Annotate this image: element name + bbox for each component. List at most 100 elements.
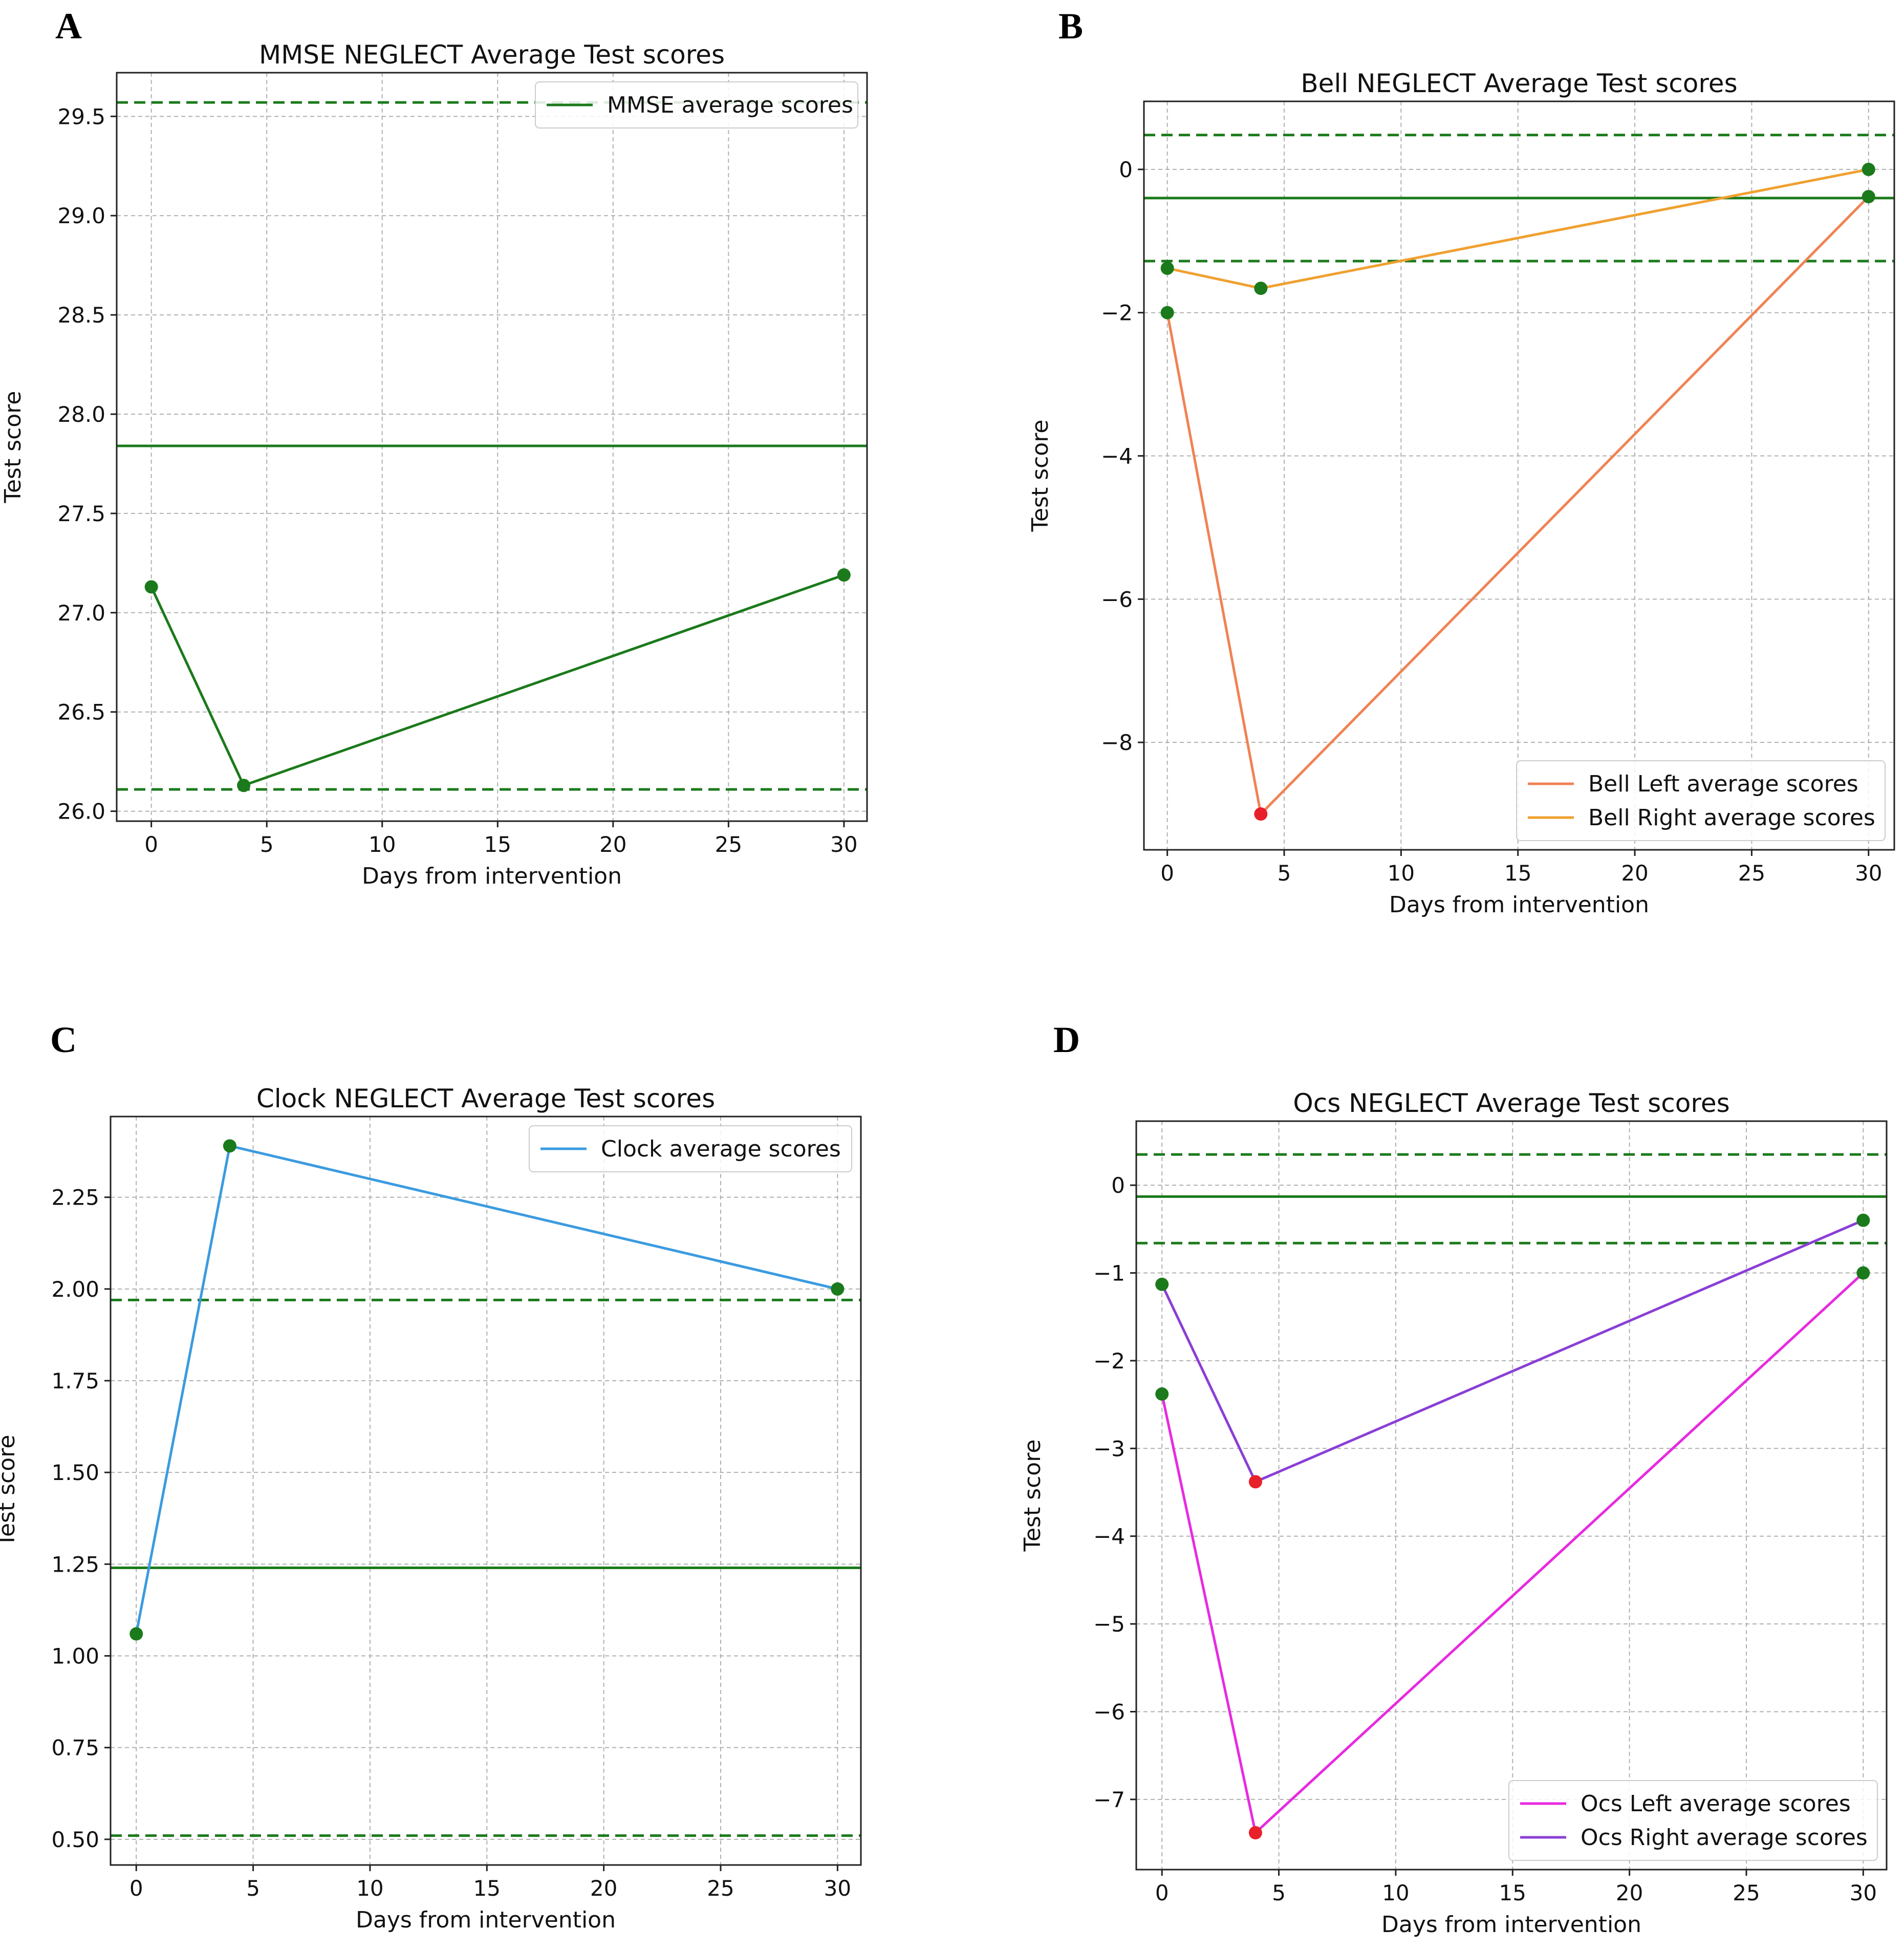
y-tick-label: 2.25	[51, 1185, 99, 1210]
chart-title: Bell NEGLECT Average Test scores	[1301, 69, 1737, 98]
x-axis-label: Days from intervention	[356, 1907, 616, 1933]
y-tick-label: −7	[1093, 1787, 1125, 1812]
x-tick-label: 0	[129, 1876, 143, 1901]
data-point	[1155, 1277, 1169, 1291]
y-tick-label: −2	[1093, 1348, 1125, 1374]
x-tick-label: 0	[1160, 861, 1174, 886]
axes-frame	[110, 1116, 862, 1866]
x-tick-label: 15	[1504, 861, 1531, 886]
x-tick-label: 20	[599, 832, 626, 857]
y-axis-label: Test score	[1020, 1440, 1046, 1552]
chart-title: Ocs NEGLECT Average Test scores	[1293, 1088, 1729, 1118]
y-tick-label: 1.50	[51, 1460, 99, 1485]
data-point	[1862, 162, 1875, 176]
y-axis-label: Test score	[1027, 420, 1053, 532]
y-tick-label: 1.00	[51, 1644, 99, 1669]
axes-frame	[1143, 100, 1895, 851]
panel-b: B 0 5 10 15 20 25 30 −8 −6 −4 −2 0 Bell NEGLECT Aver…	[1027, 6, 1895, 918]
y-tick-label: 0.50	[51, 1827, 99, 1852]
data-point	[129, 1627, 143, 1641]
y-tick-label: 1.75	[51, 1368, 99, 1393]
x-tick-label: 20	[1616, 1880, 1643, 1905]
y-tick-label: −5	[1093, 1612, 1125, 1637]
x-tick-label: 20	[1621, 861, 1648, 886]
panel-d: D 0 5 10 15 20 25 30 −7 −6 −5 −4 −3 −2 −1 0 Ocs NEGLECT…	[1020, 1019, 1888, 1938]
axes-frame	[1135, 1120, 1888, 1871]
x-axis-label: Days from intervention	[1381, 1912, 1641, 1938]
x-tick-label: 25	[715, 832, 742, 857]
y-tick-label: −4	[1101, 444, 1133, 469]
y-tick-label: 0	[1111, 1173, 1125, 1198]
y-tick-label: 2.00	[51, 1277, 99, 1302]
x-tick-label: 30	[830, 832, 857, 857]
legend-box	[529, 1125, 852, 1172]
y-tick-label: 29.5	[57, 104, 105, 129]
data-point	[144, 580, 158, 594]
x-tick-label: 15	[473, 1876, 501, 1901]
x-tick-label: 5	[246, 1876, 260, 1901]
y-tick-label: −1	[1093, 1261, 1125, 1286]
data-point	[1254, 807, 1268, 821]
grid-lines	[1144, 101, 1894, 850]
data-point	[1155, 1387, 1169, 1401]
y-tick-label: 26.0	[57, 799, 105, 824]
data-point	[223, 1139, 236, 1153]
chart-title: MMSE NEGLECT Average Test scores	[259, 40, 725, 70]
panel-letter-b: B	[1058, 6, 1083, 47]
y-tick-label: 26.5	[57, 700, 105, 725]
series-line-bell-right	[1167, 168, 1869, 290]
data-point	[1856, 1213, 1870, 1227]
data-point	[1856, 1266, 1870, 1280]
x-tick-label: 15	[484, 832, 511, 857]
data-point	[1254, 282, 1268, 295]
x-tick-label: 0	[1155, 1880, 1169, 1905]
y-tick-label: 28.5	[57, 303, 105, 328]
chart-title: Clock NEGLECT Average Test scores	[256, 1084, 715, 1113]
legend: MMSE average scores	[535, 81, 858, 128]
legend-label: Ocs Right average scores	[1581, 1825, 1868, 1851]
x-tick-label: 5	[260, 832, 274, 857]
data-point	[1862, 190, 1875, 204]
y-tick-label: −8	[1101, 730, 1133, 755]
legend-box	[1516, 760, 1886, 841]
data-point	[837, 568, 851, 582]
grid-lines	[1136, 1121, 1887, 1870]
y-tick-label: −2	[1101, 301, 1133, 326]
x-axis-label: Days from intervention	[362, 863, 622, 889]
data-point	[831, 1282, 845, 1296]
x-tick-label: 10	[356, 1876, 383, 1901]
x-tick-label: 30	[1850, 1880, 1877, 1905]
x-tick-label: 5	[1272, 1880, 1286, 1905]
legend: Bell Left average scores Bell Right avera…	[1516, 760, 1886, 841]
data-point	[1160, 261, 1174, 275]
y-tick-label: −6	[1093, 1699, 1125, 1724]
x-tick-label: 10	[369, 832, 396, 857]
data-point	[1248, 1475, 1262, 1489]
x-tick-label: 5	[1278, 861, 1291, 886]
x-tick-label: 15	[1499, 1880, 1526, 1905]
x-tick-label: 25	[1733, 1880, 1760, 1905]
x-tick-label: 10	[1388, 861, 1415, 886]
y-tick-label: 1.25	[51, 1552, 99, 1577]
legend-label: Bell Left average scores	[1588, 771, 1858, 797]
y-tick-label: 28.0	[57, 402, 105, 427]
panel-c: C 0 5 10 15 20 25 30 0.50 0.75 1.00 1.25 1.50 1.75 2.…	[0, 1019, 862, 1933]
legend-label: Ocs Left average scores	[1581, 1791, 1851, 1817]
y-tick-label: 27.0	[57, 601, 105, 626]
x-axis-label: Days from intervention	[1389, 892, 1649, 918]
y-tick-label: 0.75	[51, 1735, 99, 1761]
panel-a: A 0 5 10 15 20 25 30 26.0 26.5 27.0 27.5 28.0 28.5 29…	[0, 6, 868, 889]
y-axis-label: Test score	[0, 391, 26, 504]
y-tick-label: −3	[1093, 1436, 1125, 1461]
x-tick-label: 30	[824, 1876, 851, 1901]
x-tick-label: 20	[590, 1876, 617, 1901]
legend-label: Bell Right average scores	[1588, 805, 1875, 831]
axes-frame	[116, 72, 868, 822]
legend-label: MMSE average scores	[607, 92, 853, 118]
y-axis-label: Test score	[0, 1435, 20, 1548]
legend-label: Clock average scores	[601, 1136, 841, 1162]
data-point	[1160, 306, 1174, 319]
y-tick-label: 29.0	[57, 203, 105, 228]
panel-letter-a: A	[55, 6, 82, 47]
